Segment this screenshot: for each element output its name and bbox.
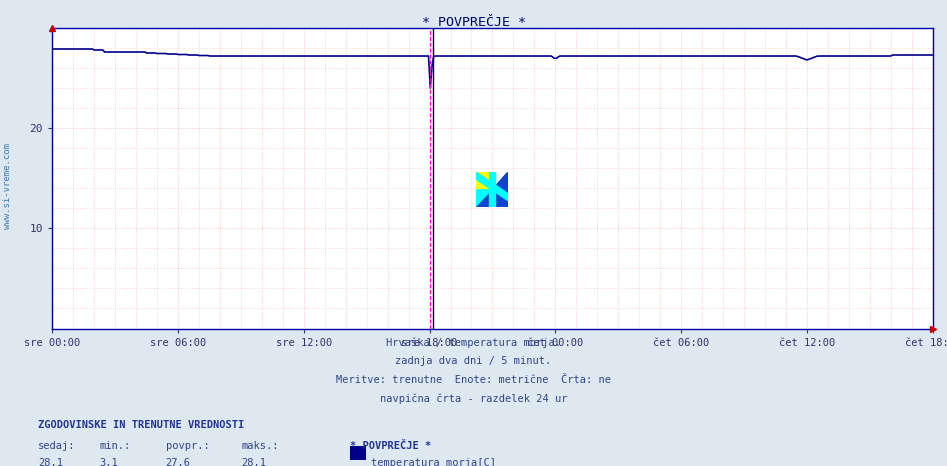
Polygon shape: [492, 172, 508, 207]
Text: maks.:: maks.:: [241, 441, 279, 451]
Polygon shape: [489, 172, 495, 207]
Text: min.:: min.:: [99, 441, 131, 451]
Text: 28,1: 28,1: [241, 458, 266, 466]
Text: navpična črta - razdelek 24 ur: navpična črta - razdelek 24 ur: [380, 394, 567, 404]
Text: ZGODOVINSKE IN TRENUTNE VREDNOSTI: ZGODOVINSKE IN TRENUTNE VREDNOSTI: [38, 420, 244, 430]
Text: temperatura morja[C]: temperatura morja[C]: [371, 458, 496, 466]
Text: 28,1: 28,1: [38, 458, 63, 466]
Text: * POVPREČJE *: * POVPREČJE *: [350, 441, 432, 451]
Text: Hrvaška / temperatura morja.: Hrvaška / temperatura morja.: [386, 338, 561, 349]
Text: zadnja dva dni / 5 minut.: zadnja dva dni / 5 minut.: [396, 356, 551, 366]
Polygon shape: [476, 190, 492, 207]
Text: 3,1: 3,1: [99, 458, 118, 466]
Text: Meritve: trenutne  Enote: metrične  Črta: ne: Meritve: trenutne Enote: metrične Črta: …: [336, 375, 611, 385]
Polygon shape: [476, 172, 508, 200]
Polygon shape: [476, 190, 492, 207]
Text: * POVPREČJE *: * POVPREČJE *: [421, 16, 526, 29]
Text: povpr.:: povpr.:: [166, 441, 209, 451]
Text: sedaj:: sedaj:: [38, 441, 76, 451]
Text: www.si-vreme.com: www.si-vreme.com: [3, 144, 12, 229]
Text: 27,6: 27,6: [166, 458, 190, 466]
Bar: [476, 172, 492, 190]
